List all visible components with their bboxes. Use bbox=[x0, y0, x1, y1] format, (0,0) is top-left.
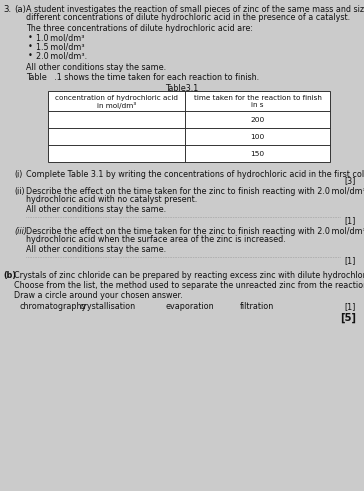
Text: (iii): (iii) bbox=[14, 227, 27, 236]
Text: 2.0 mol/dm³.: 2.0 mol/dm³. bbox=[36, 51, 87, 60]
Text: hydrochloric acid when the surface area of the zinc is increased.: hydrochloric acid when the surface area … bbox=[26, 235, 286, 244]
Text: crystallisation: crystallisation bbox=[80, 302, 136, 311]
Text: [1]: [1] bbox=[345, 302, 356, 311]
Text: [1]: [1] bbox=[345, 216, 356, 225]
Text: in mol/dm³: in mol/dm³ bbox=[97, 102, 136, 109]
Text: •: • bbox=[28, 33, 33, 42]
Text: •: • bbox=[28, 42, 33, 51]
Text: Draw a circle around your chosen answer.: Draw a circle around your chosen answer. bbox=[14, 291, 183, 300]
Text: Complete Table 3.1 by writing the concentrations of hydrochloric acid in the fir: Complete Table 3.1 by writing the concen… bbox=[26, 170, 364, 179]
Text: (b): (b) bbox=[3, 271, 16, 280]
Text: filtration: filtration bbox=[240, 302, 274, 311]
Text: 3.: 3. bbox=[3, 5, 11, 14]
Text: 200: 200 bbox=[250, 116, 265, 122]
Text: [5]: [5] bbox=[340, 313, 356, 323]
Text: Table   .1 shows the time taken for each reaction to finish.: Table .1 shows the time taken for each r… bbox=[26, 73, 259, 82]
Text: All other conditions stay the same.: All other conditions stay the same. bbox=[26, 63, 166, 72]
Text: A student investigates the reaction of small pieces of zinc of the same mass and: A student investigates the reaction of s… bbox=[26, 5, 364, 14]
Text: The three concentrations of dilute hydrochloric acid are:: The three concentrations of dilute hydro… bbox=[26, 24, 253, 33]
Text: All other conditions stay the same.: All other conditions stay the same. bbox=[26, 205, 166, 214]
Text: hydrochloric acid with no catalyst present.: hydrochloric acid with no catalyst prese… bbox=[26, 195, 197, 204]
Text: chromatography: chromatography bbox=[20, 302, 87, 311]
Text: Describe the effect on the time taken for the zinc to finish reacting with 2.0 m: Describe the effect on the time taken fo… bbox=[26, 227, 364, 236]
Text: Table3.1: Table3.1 bbox=[165, 84, 199, 93]
Text: Crystals of zinc chloride can be prepared by reacting excess zinc with dilute hy: Crystals of zinc chloride can be prepare… bbox=[14, 271, 364, 280]
Text: Choose from the list, the method used to separate the unreacted zinc from the re: Choose from the list, the method used to… bbox=[14, 281, 364, 290]
Text: 1.0 mol/dm³: 1.0 mol/dm³ bbox=[36, 33, 84, 42]
Text: 100: 100 bbox=[250, 134, 265, 139]
Bar bbox=[48, 91, 330, 162]
Text: concentration of hydrochloric acid: concentration of hydrochloric acid bbox=[55, 95, 178, 101]
Text: (a): (a) bbox=[14, 5, 26, 14]
Text: in s: in s bbox=[251, 102, 264, 108]
Text: 1.5 mol/dm³: 1.5 mol/dm³ bbox=[36, 42, 84, 51]
Text: (i): (i) bbox=[14, 170, 22, 179]
Text: (ii): (ii) bbox=[14, 187, 25, 196]
Text: time taken for the reaction to finish: time taken for the reaction to finish bbox=[194, 95, 321, 101]
Text: Describe the effect on the time taken for the zinc to finish reacting with 2.0 m: Describe the effect on the time taken fo… bbox=[26, 187, 364, 196]
Text: evaporation: evaporation bbox=[165, 302, 214, 311]
Text: •: • bbox=[28, 51, 33, 60]
Text: All other conditions stay the same.: All other conditions stay the same. bbox=[26, 245, 166, 254]
Text: [3]: [3] bbox=[345, 176, 356, 185]
Text: different concentrations of dilute hydrochloric acid in the presence of a cataly: different concentrations of dilute hydro… bbox=[26, 13, 350, 22]
Text: 150: 150 bbox=[250, 151, 265, 157]
Text: [1]: [1] bbox=[345, 256, 356, 265]
